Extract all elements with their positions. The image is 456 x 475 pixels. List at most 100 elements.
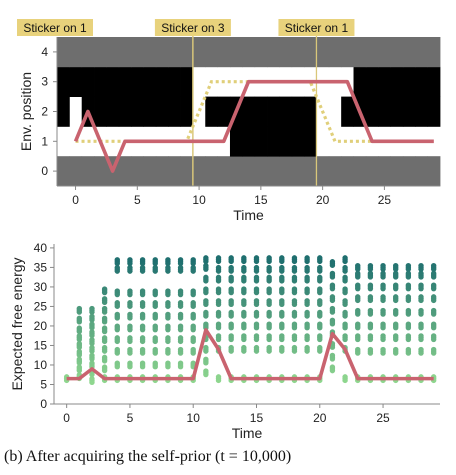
efe-point <box>304 264 310 271</box>
obstacle-cell <box>291 96 305 127</box>
x-tick-label: 15 <box>250 411 264 425</box>
efe-point <box>139 335 146 341</box>
obstacle-cell <box>69 66 83 97</box>
efe-point <box>317 286 323 292</box>
agent-position-line <box>73 79 434 173</box>
x-tick-label: 10 <box>192 193 206 207</box>
efe-point <box>418 270 424 277</box>
efe-point <box>329 259 336 265</box>
y-tick-label: 3 <box>41 75 48 89</box>
wall-cell <box>155 156 169 187</box>
efe-point <box>127 323 133 329</box>
obstacle-cell <box>341 96 354 127</box>
efe-point <box>101 325 108 331</box>
y-axis-label: Expected free energy <box>9 257 25 390</box>
efe-point <box>342 374 348 380</box>
efe-point <box>355 282 361 288</box>
wall-cell <box>427 156 441 187</box>
efe-point <box>139 288 146 294</box>
efe-point <box>228 255 234 261</box>
wall-cell <box>328 37 342 68</box>
efe-point <box>253 274 260 281</box>
efe-point <box>190 323 196 329</box>
efe-point <box>279 274 285 281</box>
obstacle-cell <box>205 96 219 127</box>
efe-point <box>89 344 95 351</box>
efe-point <box>355 294 361 300</box>
efe-point <box>101 296 108 302</box>
efe-point <box>367 321 374 327</box>
efe-point <box>89 313 95 320</box>
efe-point <box>279 344 285 351</box>
efe-point <box>380 294 386 300</box>
efe-point <box>279 321 285 327</box>
y-tick-label: 0 <box>41 164 48 178</box>
efe-point <box>279 309 285 316</box>
wall-cell <box>180 37 194 68</box>
x-tick-label: 20 <box>313 411 327 425</box>
wall-cell <box>69 156 83 187</box>
efe-point <box>355 262 361 269</box>
efe-point <box>215 309 222 316</box>
obstacle-cell <box>402 66 416 97</box>
efe-point <box>76 325 83 331</box>
efe-point <box>430 282 437 288</box>
sticker-label-box <box>154 19 231 36</box>
wall-cell <box>192 37 206 68</box>
efe-point <box>291 298 298 304</box>
wall-cell <box>254 156 268 187</box>
obstacle-cell <box>291 126 305 157</box>
efe-point <box>177 360 184 366</box>
obstacle-cell <box>402 96 416 127</box>
efe-point <box>253 255 260 261</box>
efe-point <box>127 335 133 341</box>
efe-point <box>329 352 336 359</box>
efe-point <box>190 360 196 366</box>
efe-point <box>114 323 120 329</box>
efe-point <box>76 341 83 347</box>
efe-point <box>139 311 146 318</box>
y-tick-label: 40 <box>34 241 48 255</box>
efe-point <box>190 311 196 318</box>
efe-point <box>228 333 234 339</box>
efe-point <box>418 294 424 300</box>
efe-point <box>317 344 323 351</box>
obstacle-cell <box>242 126 256 157</box>
efe-point <box>380 270 386 277</box>
efe-point <box>430 346 437 353</box>
efe-point <box>418 262 424 269</box>
wall-cell <box>254 37 268 68</box>
efe-point <box>355 321 361 327</box>
efe-point <box>380 321 386 327</box>
efe-point <box>367 262 374 269</box>
y-tick-label: 0 <box>40 397 47 411</box>
wall-cell <box>402 37 416 68</box>
efe-point <box>89 376 95 382</box>
efe-point <box>228 264 234 271</box>
efe-point <box>114 264 120 271</box>
efe-point <box>139 257 146 263</box>
y-tick-label: 10 <box>34 358 48 372</box>
wall-cell <box>341 37 354 68</box>
obstacle-cell <box>365 66 379 97</box>
wall-cell <box>390 156 404 187</box>
wall-cell <box>291 37 305 68</box>
efe-point <box>215 374 222 380</box>
efe-point <box>317 333 323 339</box>
obstacle-cell <box>390 96 404 127</box>
efe-point <box>139 300 146 306</box>
efe-point <box>228 309 234 316</box>
efe-point <box>329 305 336 312</box>
sticker-label-box <box>278 19 355 36</box>
efe-point <box>317 264 323 271</box>
wall-cell <box>279 37 293 68</box>
selected-efe-line <box>66 328 434 381</box>
efe-point <box>342 333 348 339</box>
wall-cell <box>341 156 354 187</box>
obstacle-cell <box>180 66 194 97</box>
wall-cell <box>106 37 120 68</box>
efe-point <box>367 333 374 339</box>
wall-cell <box>415 37 429 68</box>
obstacle-cell <box>57 66 70 97</box>
wall-cell <box>131 156 144 187</box>
